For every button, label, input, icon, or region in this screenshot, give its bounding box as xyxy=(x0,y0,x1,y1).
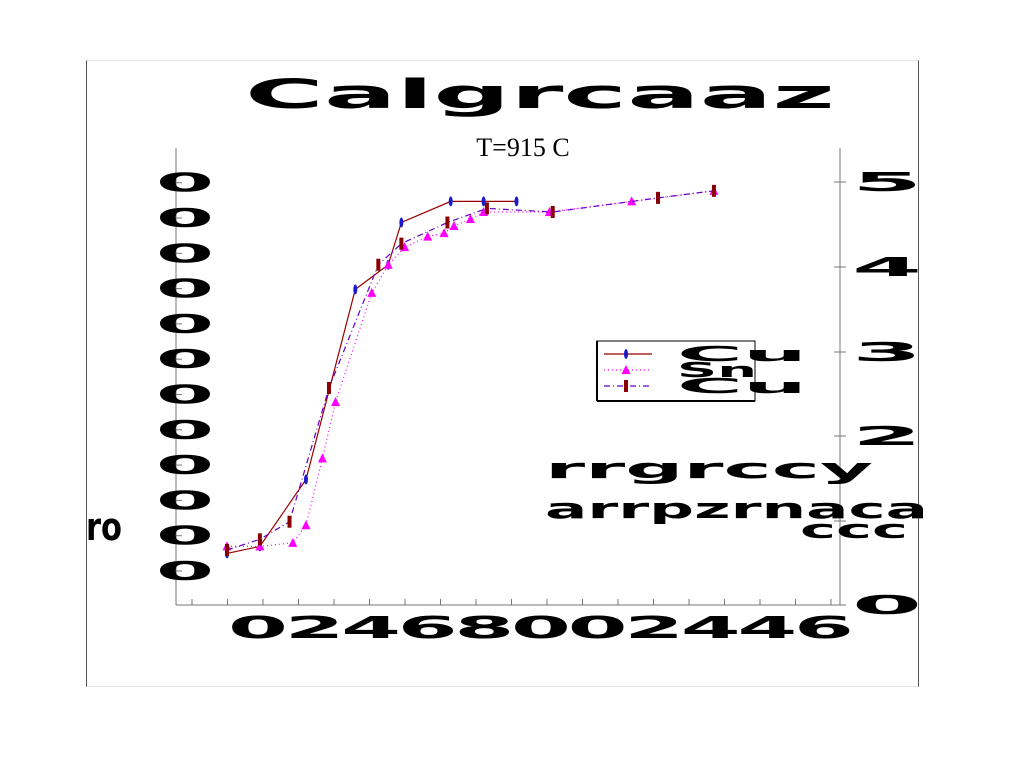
data-point xyxy=(465,214,475,223)
data-point xyxy=(423,231,433,241)
data-point xyxy=(484,202,489,215)
data-point xyxy=(624,380,628,392)
x-tick-label: 4 xyxy=(681,611,741,646)
data-point xyxy=(624,349,628,359)
data-point xyxy=(383,259,393,269)
data-point xyxy=(481,196,486,207)
data-point xyxy=(448,196,453,207)
legend-label: Cu xyxy=(677,342,807,366)
data-point xyxy=(326,381,331,394)
data-point xyxy=(288,537,298,547)
series-2 xyxy=(225,184,716,556)
right-small-scribble: ccc xyxy=(800,515,908,545)
x-tick-label: 0 xyxy=(228,611,288,646)
x-tick-label: 2 xyxy=(624,611,684,646)
x-tick-label: 8 xyxy=(454,611,514,646)
y-tick-label: 0 xyxy=(156,451,214,481)
series-0 xyxy=(225,196,519,559)
chart-title: T=915 C xyxy=(476,133,569,162)
data-point xyxy=(257,533,262,546)
data-point xyxy=(367,287,377,297)
data-point xyxy=(255,541,265,551)
legend-label: Sn xyxy=(677,358,757,382)
series-line xyxy=(226,200,517,554)
left-scribble: ro xyxy=(86,505,122,549)
y-tick-label: 0 xyxy=(156,275,214,305)
y-tick-label: 0 xyxy=(156,204,214,234)
y-tick-label: 0 xyxy=(156,310,214,340)
data-point xyxy=(621,365,631,374)
data-point xyxy=(353,284,358,295)
y-tick-label: 0 xyxy=(156,416,214,446)
x-tick-label: 0 xyxy=(511,611,571,646)
data-point xyxy=(399,217,404,228)
y2-tick-label: 0 xyxy=(852,591,922,621)
y2-tick-label: 4 xyxy=(852,253,922,283)
series-1 xyxy=(222,185,719,551)
data-point xyxy=(287,515,292,528)
data-point xyxy=(331,397,341,407)
y-tick-label: 0 xyxy=(156,381,214,411)
title-scribble: Calgrcaaz xyxy=(245,72,835,118)
data-point xyxy=(445,216,450,229)
annotation-block-1: rrgrccy xyxy=(545,452,873,485)
data-point xyxy=(317,453,327,463)
annotation-block-2: arrpzrnaca xyxy=(545,492,928,525)
data-point xyxy=(550,205,555,218)
y2-tick-label: 3 xyxy=(852,338,922,368)
x-tick-label: 6 xyxy=(398,611,458,646)
y2-tick-label: 2 xyxy=(852,422,922,452)
legend-label: Cu xyxy=(677,374,807,398)
x-tick-label: 2 xyxy=(285,611,345,646)
x-tick-label: 4 xyxy=(737,611,797,646)
data-point xyxy=(655,191,660,204)
y2-tick-label: 5 xyxy=(852,168,922,198)
figure-frame xyxy=(86,60,919,687)
data-point xyxy=(627,196,637,206)
y-tick-label: 0 xyxy=(156,345,214,375)
y-tick-label: 0 xyxy=(156,522,214,552)
y-tick-label: 0 xyxy=(156,239,214,269)
data-point xyxy=(449,221,459,231)
data-point xyxy=(303,474,308,485)
data-point xyxy=(376,258,381,271)
data-point xyxy=(514,196,519,207)
y-tick-label: 0 xyxy=(156,557,214,587)
data-point xyxy=(225,543,229,556)
x-tick-label: 0 xyxy=(568,611,628,646)
data-point xyxy=(399,237,404,250)
data-point xyxy=(301,520,311,530)
y-tick-label: 0 xyxy=(156,486,214,516)
data-point xyxy=(711,184,716,197)
data-point xyxy=(439,228,449,238)
series-line xyxy=(227,190,714,548)
series-line xyxy=(226,190,714,551)
y-tick-label: 0 xyxy=(156,169,214,199)
x-tick-label: 4 xyxy=(341,611,401,646)
x-tick-label: 6 xyxy=(794,611,854,646)
